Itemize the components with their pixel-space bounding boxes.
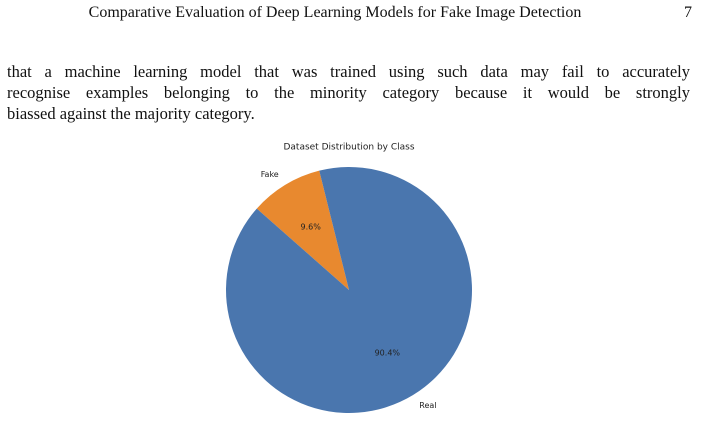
text-line: that a machine learning model that was t… xyxy=(7,62,690,81)
text-line: recognise examples belonging to the mino… xyxy=(7,83,690,102)
pie-chart: Dataset Distribution by Class Fake 9.6% Re… xyxy=(226,143,472,413)
page-number: 7 xyxy=(684,4,692,21)
percent-label: 90.4% xyxy=(375,349,401,358)
running-header: Comparative Evaluation of Deep Learning … xyxy=(88,4,582,21)
pie-slice xyxy=(226,166,472,413)
percent-label: 9.6% xyxy=(301,222,322,231)
slice-label: Fake xyxy=(261,170,279,179)
chart-title: Dataset Distribution by Class xyxy=(283,143,414,153)
paragraph: that a machine learning model that was t… xyxy=(7,61,690,124)
slice-label: Real xyxy=(419,401,436,410)
text-line: biassed against the majority category. xyxy=(7,104,255,123)
pie-slice xyxy=(256,170,349,290)
